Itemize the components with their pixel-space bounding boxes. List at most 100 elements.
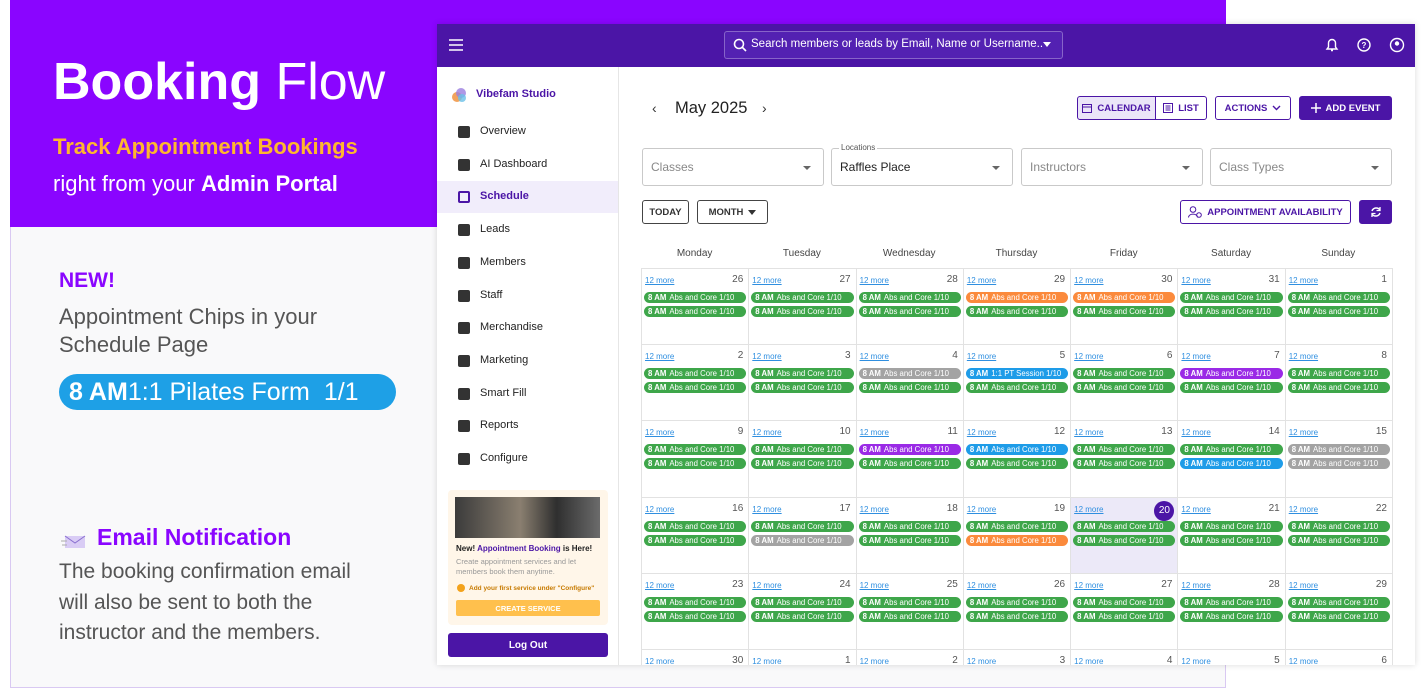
appointment-chip[interactable]: 8 AM Abs and Core 1/10 [751, 306, 854, 317]
appointment-chip[interactable]: 8 AM Abs and Core 1/10 [1180, 382, 1283, 394]
more-link[interactable]: 12 more [1074, 580, 1104, 590]
more-link[interactable]: 12 more [1074, 504, 1104, 514]
appointment-chip[interactable]: 8 AM Abs and Core 1/10 [858, 610, 961, 622]
appointment-chip[interactable]: 8 AM Abs and Core 1/10 [751, 610, 854, 622]
more-link[interactable]: 12 more [1074, 276, 1104, 285]
add-event-button[interactable]: ADD EVENT [1299, 96, 1392, 120]
appointment-chip[interactable]: 8 AM Abs and Core 1/10 [1073, 458, 1176, 470]
more-link[interactable]: 12 more [1074, 352, 1104, 362]
appointment-chip[interactable]: 8 AM Abs and Core 1/10 [965, 382, 1069, 394]
appointment-chip[interactable]: 8 AM Abs and Core 1/10 [1180, 444, 1283, 456]
appointment-chip[interactable]: 8 AM Abs and Core 1/10 [858, 306, 961, 317]
appointment-chip[interactable]: 8 AM Abs and Core 1/10 [751, 292, 854, 303]
more-link[interactable]: 12 more [752, 352, 782, 362]
appointment-chip[interactable]: 8 AM Abs and Core 1/10 [751, 458, 854, 470]
more-link[interactable]: 12 more [645, 352, 675, 362]
appointment-chip[interactable]: 8 AM Abs and Core 1/10 [751, 596, 854, 608]
more-link[interactable]: 12 more [1288, 657, 1319, 665]
appointment-chip[interactable]: 8 AM Abs and Core 1/10 [644, 596, 747, 608]
appointment-chip[interactable]: 8 AM Abs and Core 1/10 [1287, 596, 1390, 608]
appointment-chip[interactable]: 8 AM Abs and Core 1/10 [751, 444, 854, 456]
appointment-chip[interactable]: 8 AM Abs and Core 1/10 [965, 306, 1069, 317]
appointment-chip[interactable]: 8 AM Abs and Core 1/10 [1180, 610, 1283, 622]
appointment-chip[interactable]: 8 AM Abs and Core 1/10 [1180, 458, 1283, 470]
nav-item[interactable]: Smart Fill [437, 378, 618, 410]
nav-item[interactable]: Configure [437, 443, 618, 475]
card-heading-link[interactable]: Appointment Booking [477, 544, 561, 553]
more-link[interactable]: 12 more [645, 580, 675, 590]
appointment-chip[interactable]: 8 AM Abs and Core 1/10 [1073, 596, 1176, 608]
more-link[interactable]: 12 more [859, 504, 889, 514]
more-link[interactable]: 12 more [859, 657, 889, 665]
appointment-chip[interactable]: 8 AM Abs and Core 1/10 [965, 596, 1069, 608]
appointment-chip[interactable]: 8 AM Abs and Core 1/10 [1287, 444, 1390, 456]
more-link[interactable]: 12 more [1288, 580, 1319, 590]
next-month[interactable]: › [762, 100, 767, 116]
more-link[interactable]: 12 more [1288, 428, 1319, 438]
nav-item[interactable]: AI Dashboard [437, 149, 618, 181]
appointment-chip[interactable]: 8 AM Abs and Core 1/10 [1287, 520, 1390, 532]
appointment-chip[interactable]: 8 AM Abs and Core 1/10 [1287, 610, 1390, 622]
more-link[interactable]: 12 more [966, 504, 997, 514]
more-link[interactable]: 12 more [859, 276, 889, 285]
appointment-chip[interactable]: 8 AM Abs and Core 1/10 [965, 534, 1069, 546]
more-link[interactable]: 12 more [1074, 657, 1104, 665]
more-link[interactable]: 12 more [966, 580, 997, 590]
more-link[interactable]: 12 more [966, 657, 997, 665]
appointment-chip[interactable]: 8 AM Abs and Core 1/10 [1180, 596, 1283, 608]
filter-select[interactable]: Raffles Place Locations [831, 143, 1013, 186]
appointment-chip[interactable]: 8 AM Abs and Core 1/10 [965, 520, 1069, 532]
appointment-chip[interactable]: 8 AM Abs and Core 1/10 [644, 292, 747, 303]
appointment-chip[interactable]: 8 AM Abs and Core 1/10 [644, 534, 747, 546]
month-select[interactable]: MONTH [697, 200, 768, 224]
nav-item[interactable]: Reports [437, 410, 618, 442]
nav-item[interactable]: Marketing [437, 345, 618, 377]
appointment-chip[interactable]: 8 AM Abs and Core 1/10 [1287, 292, 1390, 303]
filter-select[interactable]: Class Types [1210, 148, 1392, 186]
appointment-chip[interactable]: 8 AM Abs and Core 1/10 [858, 596, 961, 608]
more-link[interactable]: 12 more [1074, 428, 1104, 438]
filter-select[interactable]: Classes [642, 148, 824, 186]
more-link[interactable]: 12 more [752, 504, 782, 514]
more-link[interactable]: 12 more [1181, 352, 1211, 362]
more-link[interactable]: 12 more [966, 276, 997, 285]
more-link[interactable]: 12 more [966, 428, 997, 438]
appointment-chip[interactable]: 8 AM Abs and Core 1/10 [644, 458, 747, 470]
appointment-chip[interactable]: 8 AM Abs and Core 1/10 [965, 292, 1069, 303]
appointment-chip[interactable]: 8 AM Abs and Core 1/10 [644, 444, 747, 456]
menu-icon[interactable] [449, 39, 463, 51]
appointment-chip[interactable]: 8 AM Abs and Core 1/10 [858, 292, 961, 303]
appointment-chip[interactable]: 8 AM Abs and Core 1/10 [1287, 382, 1390, 394]
appointment-availability-button[interactable]: APPOINTMENT AVAILABILITY [1180, 200, 1351, 224]
appointment-chip[interactable]: 8 AM Abs and Core 1/10 [1180, 534, 1283, 546]
more-link[interactable]: 12 more [859, 428, 889, 438]
logout-button[interactable]: Log Out [448, 633, 608, 657]
appointment-chip[interactable]: 8 AM Abs and Core 1/10 [751, 368, 854, 380]
appointment-chip[interactable]: 8 AM Abs and Core 1/10 [1073, 382, 1176, 394]
appointment-chip[interactable]: 8 AM Abs and Core 1/10 [858, 520, 961, 532]
more-link[interactable]: 12 more [752, 580, 782, 590]
appointment-chip[interactable]: 8 AM Abs and Core 1/10 [751, 382, 854, 394]
appointment-chip[interactable]: 8 AM Abs and Core 1/10 [965, 610, 1069, 622]
appointment-chip[interactable]: 8 AM Abs and Core 1/10 [1287, 306, 1390, 317]
appointment-chip[interactable]: 8 AM Abs and Core 1/10 [858, 534, 961, 546]
more-link[interactable]: 12 more [752, 657, 782, 665]
more-link[interactable]: 12 more [1288, 352, 1319, 362]
nav-item[interactable]: Staff [437, 280, 618, 312]
more-link[interactable]: 12 more [1181, 428, 1211, 438]
appointment-chip[interactable]: 8 AM Abs and Core 1/10 [1073, 444, 1176, 456]
appointment-chip[interactable]: 8 AM Abs and Core 1/10 [1287, 534, 1390, 546]
appointment-chip[interactable]: 8 AM Abs and Core 1/10 [858, 458, 961, 470]
list-view-button[interactable]: LIST [1155, 96, 1207, 120]
appointment-chip[interactable]: 8 AM Abs and Core 1/10 [644, 368, 747, 380]
appointment-chip[interactable]: 8 AM Abs and Core 1/10 [644, 306, 747, 317]
appointment-chip[interactable]: 8 AM Abs and Core 1/10 [858, 368, 961, 380]
more-link[interactable]: 12 more [1181, 657, 1211, 665]
more-link[interactable]: 12 more [1181, 580, 1211, 590]
nav-item[interactable]: Overview [437, 116, 618, 148]
appointment-chip[interactable]: 8 AM Abs and Core 1/10 [965, 458, 1069, 470]
appointment-chip[interactable]: 8 AM Abs and Core 1/10 [1180, 306, 1283, 317]
appointment-chip[interactable]: 8 AM Abs and Core 1/10 [1180, 368, 1283, 380]
appointment-chip[interactable]: 8 AM Abs and Core 1/10 [1073, 520, 1176, 532]
more-link[interactable]: 12 more [1288, 504, 1319, 514]
